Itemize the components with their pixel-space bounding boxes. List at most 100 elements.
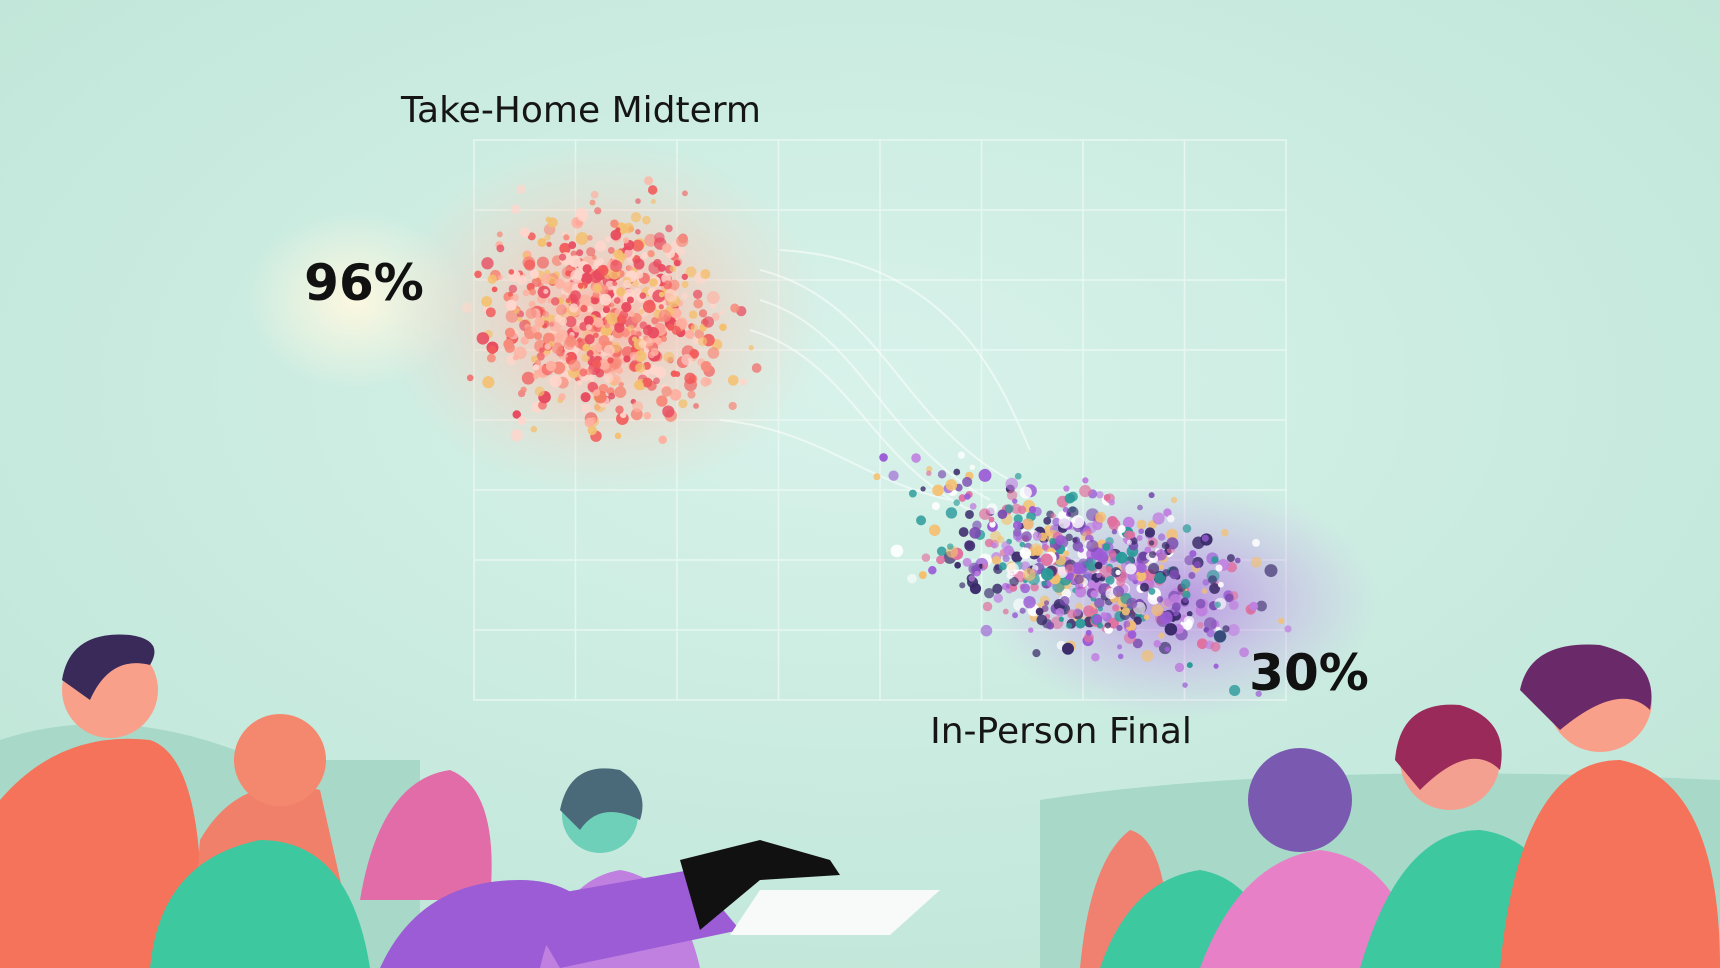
dot <box>1023 595 1036 609</box>
dot <box>1234 557 1241 564</box>
dot <box>1182 524 1192 533</box>
dot <box>1162 569 1170 577</box>
dot <box>1097 551 1109 564</box>
dot <box>1011 503 1022 515</box>
dot <box>1148 551 1156 559</box>
dot <box>728 401 737 411</box>
dot <box>1058 616 1064 622</box>
dot <box>1058 516 1071 529</box>
dot <box>1030 582 1039 592</box>
dot <box>551 342 564 354</box>
dot <box>558 253 567 261</box>
dot <box>931 501 940 511</box>
dot <box>692 289 703 299</box>
dot <box>1123 620 1131 628</box>
dot <box>1041 605 1049 612</box>
dot <box>1072 562 1085 575</box>
dot <box>1012 498 1018 504</box>
dot <box>1117 644 1123 650</box>
dot <box>1062 506 1069 513</box>
dot <box>487 345 497 355</box>
dot <box>1036 614 1048 626</box>
dot <box>1151 604 1164 617</box>
dot <box>532 372 540 380</box>
dot <box>587 425 597 436</box>
dot <box>1184 555 1195 566</box>
dot <box>623 237 630 244</box>
dot <box>974 570 980 577</box>
dot <box>981 563 988 570</box>
dot <box>626 265 633 271</box>
dot <box>593 332 599 339</box>
dot <box>969 464 976 471</box>
dot <box>1065 622 1072 629</box>
dot <box>1108 499 1115 506</box>
dot <box>486 353 496 363</box>
dot <box>1006 562 1019 576</box>
dot <box>947 543 954 550</box>
dot <box>928 566 937 575</box>
dot <box>693 298 703 309</box>
dot <box>558 316 568 326</box>
dot <box>529 269 540 279</box>
dot <box>1214 601 1221 608</box>
dot <box>1075 618 1086 629</box>
dot <box>520 336 529 345</box>
dot <box>989 521 996 528</box>
dot <box>1197 621 1204 629</box>
dot <box>958 527 969 537</box>
dot <box>1220 528 1229 537</box>
dot <box>1067 506 1079 518</box>
dot <box>466 374 474 382</box>
dot <box>1193 560 1202 569</box>
dot <box>658 435 667 445</box>
dot <box>653 377 660 385</box>
dot <box>1209 583 1220 594</box>
dot <box>751 363 762 373</box>
dot <box>676 246 686 256</box>
dot <box>598 335 610 346</box>
dot <box>962 557 972 567</box>
dot <box>568 359 581 372</box>
percent-label: 30% <box>1249 644 1369 702</box>
dot <box>719 310 726 316</box>
dot <box>570 269 583 282</box>
dot <box>593 389 601 397</box>
dot <box>589 199 596 206</box>
dot <box>663 351 675 363</box>
dot <box>953 468 961 476</box>
dot <box>685 329 695 339</box>
dot <box>1006 490 1018 501</box>
dot <box>520 386 527 393</box>
dot <box>1099 565 1112 578</box>
dot <box>1163 508 1172 517</box>
dot <box>1256 600 1267 612</box>
dot <box>1210 641 1221 652</box>
dot <box>964 540 976 552</box>
dot <box>496 244 505 253</box>
dot <box>984 538 994 548</box>
dot <box>642 215 651 225</box>
dot <box>1171 602 1181 612</box>
dot <box>669 265 677 273</box>
dot <box>556 333 563 341</box>
dot <box>1166 528 1179 541</box>
dot <box>1019 541 1026 548</box>
dot <box>662 405 675 418</box>
dot <box>1180 579 1191 589</box>
dot <box>476 332 490 345</box>
dot <box>517 316 523 322</box>
dot <box>630 329 637 336</box>
dot <box>1227 624 1240 637</box>
dot <box>542 310 550 318</box>
dot <box>1105 575 1115 585</box>
dot <box>583 315 594 326</box>
dot <box>1112 585 1125 597</box>
dot <box>1035 607 1044 616</box>
dot <box>1028 505 1037 514</box>
dot <box>1094 561 1103 570</box>
dot <box>1050 513 1056 519</box>
dot <box>565 270 571 277</box>
